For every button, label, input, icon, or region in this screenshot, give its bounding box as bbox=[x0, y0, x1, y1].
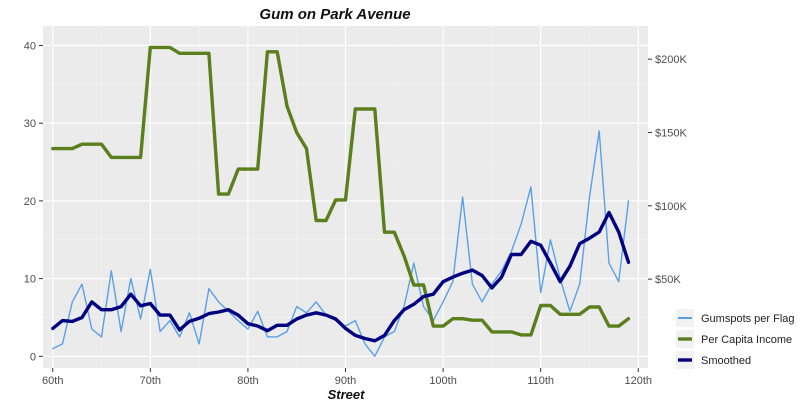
series-line-2 bbox=[51, 210, 631, 343]
x-tick-label: 90th bbox=[335, 375, 356, 387]
x-tick-label: 120th bbox=[624, 375, 652, 387]
x-tick-label: 70th bbox=[140, 375, 161, 387]
y-left-tick-label: 40 bbox=[24, 40, 36, 52]
y-right-tick-label: $150K bbox=[655, 127, 687, 139]
x-tick-label: 60th bbox=[42, 375, 63, 387]
y-right-tick-label: $100K bbox=[655, 201, 687, 213]
series-line-1 bbox=[51, 45, 631, 337]
y-left-tick-label: 20 bbox=[24, 196, 36, 208]
x-axis: 60th 70th 80th 90th 100th 110th 120th bbox=[42, 368, 652, 387]
series-layer bbox=[51, 45, 631, 357]
y-right-tick-label: $200K bbox=[655, 54, 687, 66]
legend-label: Gumspots per Flag bbox=[701, 313, 795, 325]
legend: Gumspots per Flag Per Capita Income Smooth… bbox=[676, 309, 795, 369]
y-left-axis: 0 10 20 30 40 bbox=[24, 40, 43, 363]
legend-label: Smoothed bbox=[701, 355, 751, 367]
y-right-tick-label: $50K bbox=[655, 274, 681, 286]
y-left-tick-label: 30 bbox=[24, 118, 36, 130]
chart-title: Gum on Park Avenue bbox=[259, 6, 410, 23]
x-axis-label: Street bbox=[328, 387, 366, 402]
y-left-tick-label: 0 bbox=[30, 351, 36, 363]
legend-label: Per Capita Income bbox=[701, 334, 792, 346]
y-right-axis: $50K $100K $150K $200K bbox=[648, 54, 687, 286]
x-tick-label: 110th bbox=[527, 375, 554, 387]
y-left-tick-label: 10 bbox=[24, 274, 36, 286]
x-tick-label: 80th bbox=[237, 375, 258, 387]
x-tick-label: 100th bbox=[429, 375, 457, 387]
